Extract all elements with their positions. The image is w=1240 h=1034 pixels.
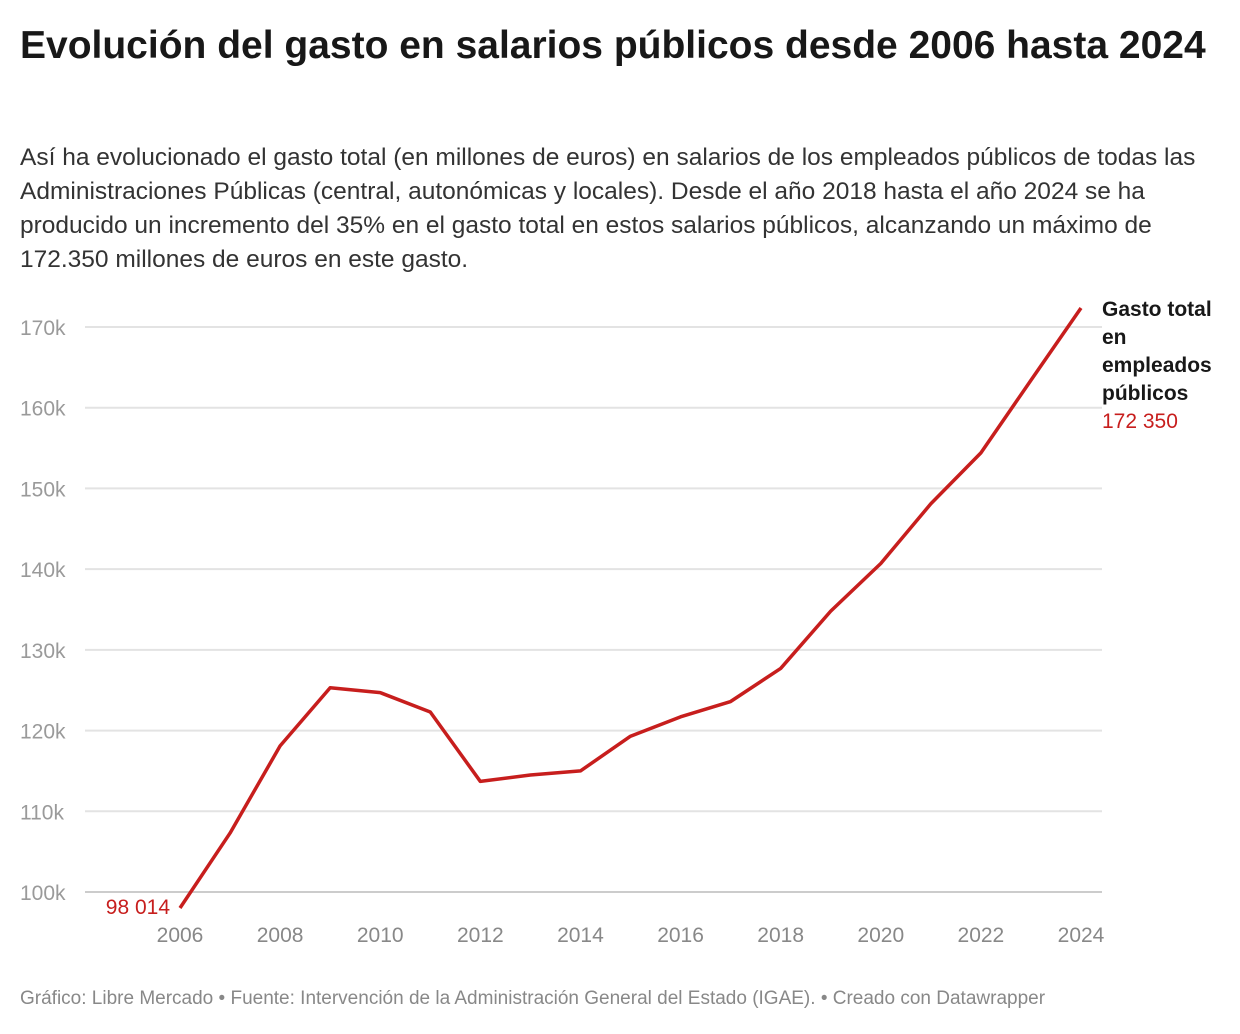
series-name-label: Gasto total (1102, 298, 1212, 321)
y-tick-label: 150k (20, 478, 66, 501)
y-tick-label: 110k (20, 801, 64, 824)
x-tick-label: 2018 (757, 924, 804, 947)
x-tick-label: 2010 (357, 924, 404, 947)
x-tick-label: 2012 (457, 924, 504, 947)
chart-description: Así ha evolucionado el gasto total (en m… (20, 144, 1196, 273)
y-tick-label: 140k (20, 559, 66, 582)
chart-title: Evolución del gasto en salarios públicos… (20, 24, 1206, 67)
end-value-label: 172 350 (1102, 410, 1178, 433)
x-tick-label: 2020 (857, 924, 904, 947)
x-tick-label: 2022 (958, 924, 1005, 947)
chart-footer: Gráfico: Libre Mercado • Fuente: Interve… (20, 988, 1046, 1009)
x-tick-label: 2008 (257, 924, 304, 947)
y-tick-label: 120k (20, 721, 66, 744)
y-tick-label: 170k (20, 317, 66, 340)
x-tick-label: 2024 (1058, 924, 1105, 947)
y-tick-label: 160k (20, 398, 66, 421)
series-line (178, 307, 1083, 910)
y-tick-label: 130k (20, 640, 66, 663)
series-name-label: en (1102, 326, 1127, 349)
x-tick-label: 2006 (157, 924, 204, 947)
start-value-label: 98 014 (106, 896, 171, 919)
x-tick-label: 2016 (657, 924, 704, 947)
x-tick-label: 2014 (557, 924, 604, 947)
y-tick-label: 100k (20, 882, 66, 905)
series-name-label: públicos (1102, 382, 1188, 405)
series-name-label: empleados (1102, 354, 1212, 377)
